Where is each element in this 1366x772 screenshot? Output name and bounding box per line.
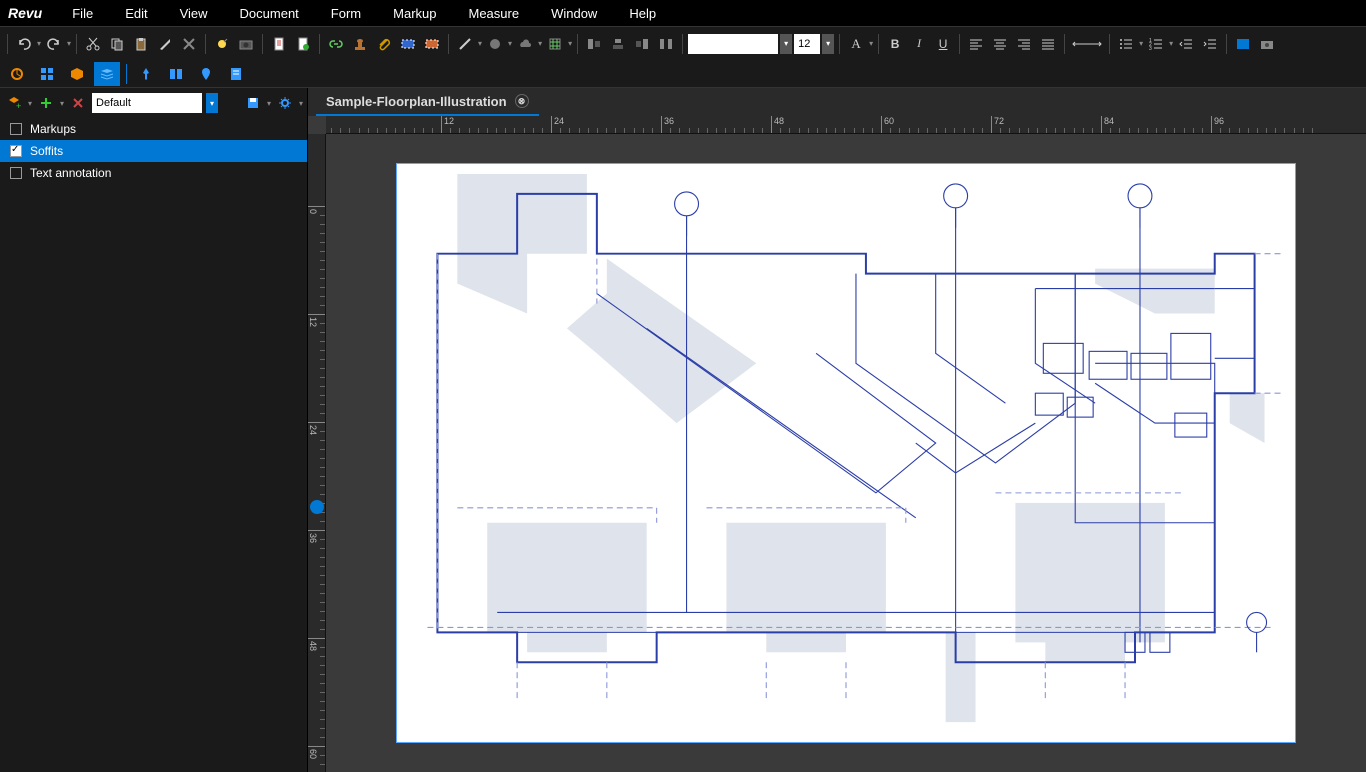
layer-item[interactable]: Soffits bbox=[0, 140, 307, 162]
panel-tab-layers[interactable] bbox=[94, 62, 120, 86]
floorplan-drawing bbox=[397, 164, 1295, 742]
svg-text:3: 3 bbox=[1149, 46, 1152, 52]
snapshot-button[interactable] bbox=[235, 33, 257, 55]
menu-edit[interactable]: Edit bbox=[109, 6, 163, 21]
menu-file[interactable]: File bbox=[56, 6, 109, 21]
copy-button[interactable] bbox=[106, 33, 128, 55]
align-left-button[interactable] bbox=[965, 33, 987, 55]
paste-button[interactable] bbox=[130, 33, 152, 55]
panel-tab-location[interactable] bbox=[193, 62, 219, 86]
italic-button[interactable]: I bbox=[908, 33, 930, 55]
layer-list: Markups Soffits Text annotation bbox=[0, 118, 307, 772]
pen-button[interactable] bbox=[454, 33, 476, 55]
new-layer-button[interactable]: + bbox=[4, 93, 24, 113]
main-toolbar: ▾ ▾ ▾ ▾ ▾ ▾ ▾ ▾ A ▾ B I U ▾ 123 ▾ bbox=[0, 26, 1366, 60]
layer-label: Text annotation bbox=[30, 166, 111, 180]
panel-tab-grid[interactable] bbox=[34, 62, 60, 86]
panel-tab-spaces[interactable] bbox=[163, 62, 189, 86]
align-center-obj-button[interactable] bbox=[607, 33, 629, 55]
layer-visibility-checkbox[interactable] bbox=[10, 123, 22, 135]
redo-button[interactable] bbox=[43, 33, 65, 55]
menu-view[interactable]: View bbox=[164, 6, 224, 21]
align-left-obj-button[interactable] bbox=[583, 33, 605, 55]
indent-button[interactable] bbox=[1199, 33, 1221, 55]
align-justify-button[interactable] bbox=[1037, 33, 1059, 55]
menu-measure[interactable]: Measure bbox=[453, 6, 536, 21]
font-family-input[interactable] bbox=[688, 34, 778, 54]
cut-button[interactable] bbox=[82, 33, 104, 55]
menu-form[interactable]: Form bbox=[315, 6, 377, 21]
studio-button[interactable] bbox=[1232, 33, 1254, 55]
layer-settings-button[interactable] bbox=[275, 93, 295, 113]
ruler-handle[interactable] bbox=[310, 500, 324, 514]
close-tab-button[interactable]: ⊗ bbox=[515, 94, 529, 108]
document-tab[interactable]: Sample-Floorplan-Illustration ⊗ bbox=[316, 88, 539, 116]
layer-config-dropdown[interactable]: ▾ bbox=[206, 93, 218, 113]
format-painter-button[interactable] bbox=[154, 33, 176, 55]
app-logo: Revu bbox=[4, 5, 56, 21]
cloud-button[interactable] bbox=[514, 33, 536, 55]
highlight-button[interactable] bbox=[211, 33, 233, 55]
new-page-button[interactable] bbox=[292, 33, 314, 55]
layer-item[interactable]: Text annotation bbox=[0, 162, 307, 184]
align-right-obj-button[interactable] bbox=[631, 33, 653, 55]
flag-button[interactable] bbox=[397, 33, 419, 55]
image-button[interactable] bbox=[421, 33, 443, 55]
camera-button[interactable] bbox=[1256, 33, 1278, 55]
layer-visibility-checkbox[interactable] bbox=[10, 167, 22, 179]
layer-item[interactable]: Markups bbox=[0, 118, 307, 140]
attachment-button[interactable] bbox=[373, 33, 395, 55]
document-tab-title: Sample-Floorplan-Illustration bbox=[326, 94, 507, 109]
panel-tab-pin[interactable] bbox=[133, 62, 159, 86]
menu-window[interactable]: Window bbox=[535, 6, 613, 21]
layers-panel-toolbar: + ▾ ▾ ▾ ▾ ▾ bbox=[0, 88, 307, 118]
document-icon[interactable] bbox=[268, 33, 290, 55]
link-button[interactable] bbox=[325, 33, 347, 55]
menu-help[interactable]: Help bbox=[613, 6, 672, 21]
distribute-button[interactable] bbox=[655, 33, 677, 55]
page[interactable] bbox=[396, 163, 1296, 743]
align-right-button[interactable] bbox=[1013, 33, 1035, 55]
menu-bar: Revu FileEditViewDocumentFormMarkupMeasu… bbox=[0, 0, 1366, 26]
layer-config-select[interactable] bbox=[92, 93, 202, 113]
list-bullet-button[interactable] bbox=[1115, 33, 1137, 55]
panel-tab-properties[interactable] bbox=[223, 62, 249, 86]
layer-visibility-checkbox[interactable] bbox=[10, 145, 22, 157]
layer-save-button[interactable] bbox=[243, 93, 263, 113]
font-family-dropdown[interactable]: ▾ bbox=[780, 34, 792, 54]
document-tabs: Sample-Floorplan-Illustration ⊗ bbox=[308, 88, 1366, 116]
panel-tab-thumbnails[interactable] bbox=[4, 62, 30, 86]
font-color-button[interactable]: A bbox=[845, 33, 867, 55]
layer-label: Soffits bbox=[30, 144, 63, 158]
list-number-button[interactable]: 123 bbox=[1145, 33, 1167, 55]
document-area: Sample-Floorplan-Illustration ⊗ 12243648… bbox=[308, 88, 1366, 772]
svg-text:+: + bbox=[16, 101, 21, 111]
shape-button[interactable] bbox=[484, 33, 506, 55]
layers-panel: + ▾ ▾ ▾ ▾ ▾ Markups Soffits Text annotatio… bbox=[0, 88, 308, 772]
left-panel-tabs bbox=[0, 60, 1366, 88]
bold-button[interactable]: B bbox=[884, 33, 906, 55]
undo-button[interactable] bbox=[13, 33, 35, 55]
canvas[interactable] bbox=[326, 134, 1366, 772]
menu-document[interactable]: Document bbox=[224, 6, 315, 21]
underline-button[interactable]: U bbox=[932, 33, 954, 55]
erase-button[interactable] bbox=[178, 33, 200, 55]
add-layer-button[interactable] bbox=[36, 93, 56, 113]
horizontal-ruler[interactable]: 1224364860728496 bbox=[326, 116, 1366, 134]
hatch-button[interactable] bbox=[544, 33, 566, 55]
stamp-button[interactable] bbox=[349, 33, 371, 55]
font-size-dropdown[interactable]: ▾ bbox=[822, 34, 834, 54]
panel-tab-box[interactable] bbox=[64, 62, 90, 86]
align-center-button[interactable] bbox=[989, 33, 1011, 55]
menu-markup[interactable]: Markup bbox=[377, 6, 452, 21]
layer-label: Markups bbox=[30, 122, 76, 136]
delete-layer-button[interactable] bbox=[68, 93, 88, 113]
autosize-button[interactable] bbox=[1070, 33, 1104, 55]
font-size-input[interactable] bbox=[794, 34, 820, 54]
outdent-button[interactable] bbox=[1175, 33, 1197, 55]
vertical-ruler[interactable]: 01224364860 bbox=[308, 134, 326, 772]
